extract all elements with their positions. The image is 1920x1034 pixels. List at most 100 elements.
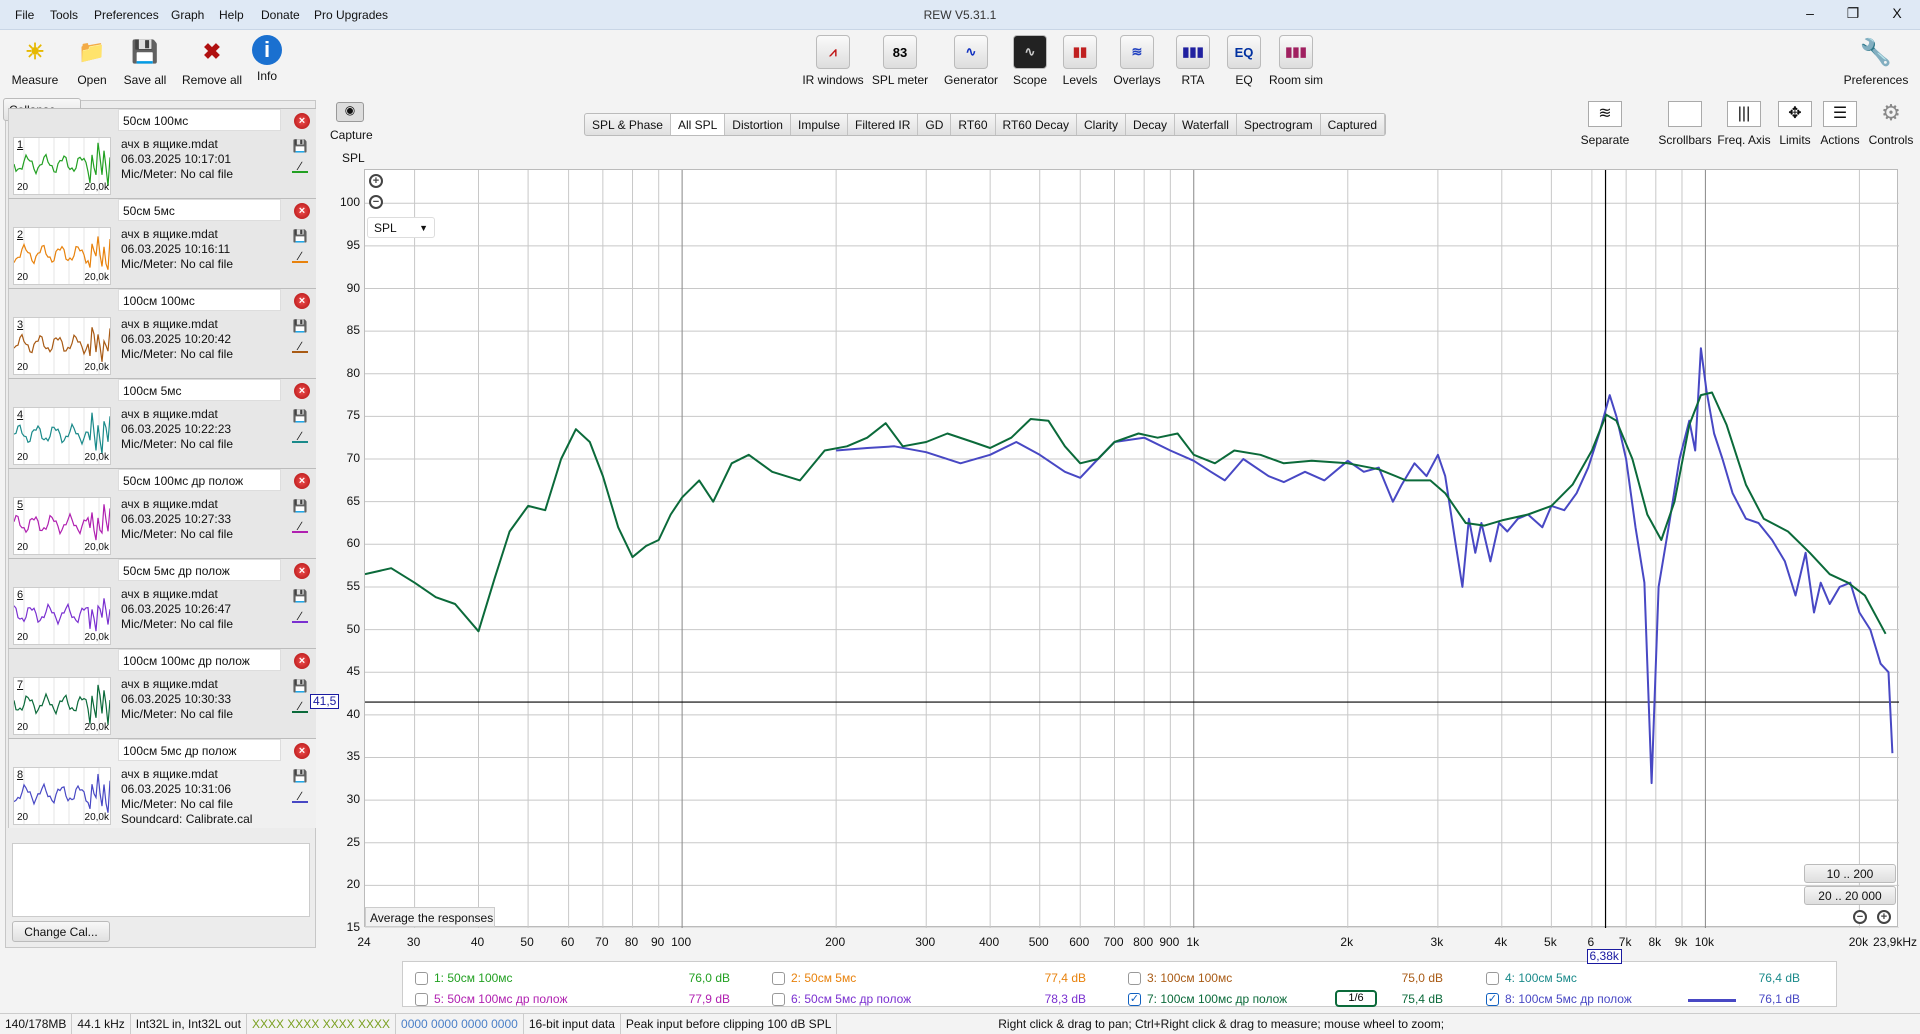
legend-item[interactable]: 6: 50см 5мс др полож [772,992,911,1006]
menu-donate[interactable]: Donate [261,8,300,22]
legend-checkbox[interactable] [1486,971,1499,985]
tab-rt60-decay[interactable]: RT60 Decay [996,114,1077,135]
levels-button[interactable]: ▮▮ Levels [1042,35,1118,87]
remove-measurement-icon[interactable]: × [294,113,310,129]
pen-color-icon[interactable]: ∕ [292,609,308,623]
save-measurement-icon[interactable]: 💾 [292,679,308,693]
menu-file[interactable]: File [15,8,35,22]
range-10-200-button[interactable]: 10 .. 200 [1804,864,1896,883]
legend-checkbox[interactable] [415,971,428,985]
remove-measurement-icon[interactable]: × [294,563,310,579]
measurement-name-input[interactable]: 100см 100мс др полож [118,649,281,671]
pen-color-icon[interactable]: ∕ [292,789,308,803]
legend-item[interactable]: 3: 100см 100мс [1128,971,1232,985]
measurement-name-input[interactable]: 100см 100мс [118,289,281,311]
measurement-name-input[interactable]: 100см 5мс [118,379,281,401]
smoothing-badge[interactable]: 1/6 [1335,990,1377,1007]
tab-captured[interactable]: Captured [1321,114,1386,135]
remove-measurement-icon[interactable]: × [294,743,310,759]
info-button[interactable]: i Info [232,35,302,83]
overlays-button[interactable]: ≋ Overlays [1099,35,1175,87]
save-all-button[interactable]: 💾 Save all [110,35,180,87]
measurement-card[interactable]: 100см 5мс др полож × 8 20 20,0k ачх в ящике.m… [8,738,316,828]
save-measurement-icon[interactable]: 💾 [292,409,308,423]
measurement-thumbnail[interactable]: 1 20 20,0k [13,137,111,195]
eq-button[interactable]: EQ EQ [1206,35,1282,87]
legend-item[interactable]: 1: 50см 100мс [415,971,513,985]
measurement-card[interactable]: 50см 5мс × 2 20 20,0k ачх в ящике.mdat 06.03.2… [8,198,316,288]
preferences-button[interactable]: 🔧 Preferences [1836,35,1916,88]
remove-all-button[interactable]: ✖ Remove all [177,35,247,87]
measurement-name-input[interactable]: 50см 5мс др полож [118,559,281,581]
average-responses-button[interactable]: Average the responses [365,907,495,927]
restore-button[interactable]: ❐ [1846,5,1860,21]
remove-measurement-icon[interactable]: × [294,473,310,489]
legend-checkbox[interactable] [772,992,785,1006]
freq-axis-button[interactable]: ||| Freq. Axis [1714,101,1774,147]
range-20-20000-button[interactable]: 20 .. 20 000 [1804,886,1896,905]
pen-color-icon[interactable]: ∕ [292,519,308,533]
y-axis-dropdown[interactable]: SPL ▼ [367,217,435,238]
tab-gd[interactable]: GD [918,114,952,135]
remove-measurement-icon[interactable]: × [294,653,310,669]
measurement-thumbnail[interactable]: 4 20 20,0k [13,407,111,465]
zoom-in-icon[interactable]: + [369,174,383,188]
measure-button[interactable]: ☀ Measure [0,35,70,87]
actions-button[interactable]: ☰ Actions [1810,101,1870,147]
legend-checkbox[interactable] [415,992,428,1006]
pen-color-icon[interactable]: ∕ [292,249,308,263]
separate-button[interactable]: ≋ Separate [1575,101,1635,147]
measurement-card[interactable]: 50см 5мс др полож × 6 20 20,0k ачх в ящике.md… [8,558,316,648]
measurement-thumbnail[interactable]: 5 20 20,0k [13,497,111,555]
x-zoom-in-icon[interactable]: + [1877,910,1891,924]
pen-color-icon[interactable]: ∕ [292,159,308,173]
measurement-card[interactable]: 100см 5мс × 4 20 20,0k ачх в ящике.mdat 06.03.… [8,378,316,468]
measurement-name-input[interactable]: 100см 5мс др полож [118,739,281,761]
measurement-thumbnail[interactable]: 3 20 20,0k [13,317,111,375]
pen-color-icon[interactable]: ∕ [292,339,308,353]
legend-checkbox[interactable]: ✓ [1128,992,1141,1006]
spl-meter-button[interactable]: 83 SPL meter [862,35,938,87]
save-measurement-icon[interactable]: 💾 [292,139,308,153]
menu-help[interactable]: Help [219,8,244,22]
tab-filtered-ir[interactable]: Filtered IR [848,114,919,135]
ir-windows-button[interactable]: ⩘ IR windows [795,35,871,87]
tab-waterfall[interactable]: Waterfall [1175,114,1237,135]
remove-measurement-icon[interactable]: × [294,293,310,309]
save-measurement-icon[interactable]: 💾 [292,229,308,243]
open-button[interactable]: 📁 Open [57,35,127,87]
legend-item[interactable]: 5: 50см 100мс др полож [415,992,568,1006]
pen-color-icon[interactable]: ∕ [292,429,308,443]
tab-distortion[interactable]: Distortion [725,114,791,135]
measurement-thumbnail[interactable]: 7 20 20,0k [13,677,111,735]
measurement-thumbnail[interactable]: 6 20 20,0k [13,587,111,645]
capture-button[interactable]: ◉ Capture [330,102,373,142]
graph-plot-area[interactable] [364,169,1899,928]
measurement-card[interactable]: 100см 100мс × 3 20 20,0k ачх в ящике.mdat 06.0… [8,288,316,378]
x-zoom-out-icon[interactable]: − [1853,910,1867,924]
scrollbars-button[interactable]: Scrollbars [1655,101,1715,147]
remove-measurement-icon[interactable]: × [294,383,310,399]
tab-clarity[interactable]: Clarity [1077,114,1127,135]
legend-checkbox[interactable] [1128,971,1141,985]
measurement-card[interactable]: 50см 100мс × 1 20 20,0k ачх в ящике.mdat 06.03… [8,108,316,198]
tab-impulse[interactable]: Impulse [791,114,849,135]
measurement-name-input[interactable]: 50см 100мс др полож [118,469,281,491]
tab-spl-and-phase[interactable]: SPL & Phase [585,114,671,135]
tab-all-spl[interactable]: All SPL [670,114,726,135]
legend-checkbox[interactable]: ✓ [1486,992,1499,1006]
menu-pro-upgrades[interactable]: Pro Upgrades [314,8,389,22]
legend-checkbox[interactable] [772,971,785,985]
close-button[interactable]: X [1892,5,1902,21]
measurement-card[interactable]: 50см 100мс др полож × 5 20 20,0k ачх в ящике.… [8,468,316,558]
legend-item[interactable]: ✓ 7: 100см 100мс др полож [1128,992,1287,1006]
menu-graph[interactable]: Graph [171,8,205,22]
tab-rt60[interactable]: RT60 [951,114,996,135]
legend-item[interactable]: ✓ 8: 100см 5мс др полож [1486,992,1632,1006]
notes-area[interactable] [12,843,310,917]
measurement-card[interactable]: 100см 100мс др полож × 7 20 20,0k ачх в ящике… [8,648,316,738]
limits-button[interactable]: ✥ Limits [1765,101,1825,147]
menu-preferences[interactable]: Preferences [94,8,159,22]
minimize-button[interactable]: – [1806,5,1814,21]
measurement-name-input[interactable]: 50см 5мс [118,199,281,221]
